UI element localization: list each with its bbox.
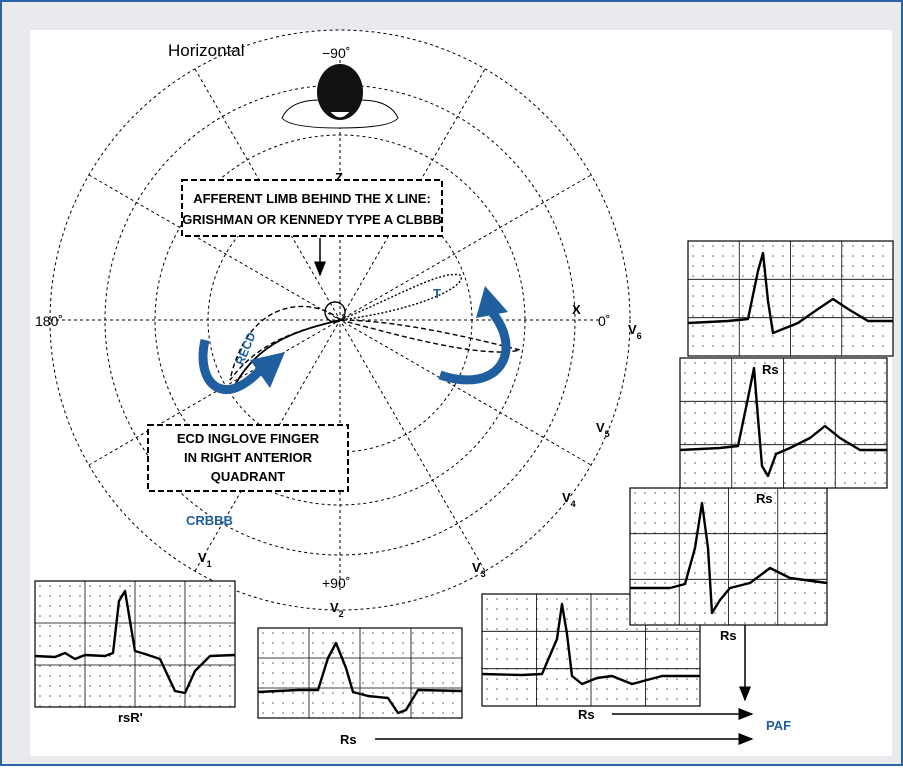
ecg-label: Rs [762,362,779,377]
loop-label: CRBBB [186,513,233,528]
angle-label: +90˚ [322,575,350,591]
arrow-label: Rs [340,732,357,747]
callout-text: AFFERENT LIMB BEHIND THE X LINE: [193,191,431,206]
angle-label: 180˚ [35,313,63,329]
callout-text: GRISHMAN OR KENNEDY TYPE A CLBBB [182,212,442,227]
ecg-panel [630,488,827,625]
arrow-label: PAF [766,718,791,733]
callout-text: QUADRANT [211,469,285,484]
diagram: Horizontal −90˚ 180˚ 0˚ +90˚ Z X T RECD … [0,0,903,766]
ecg-panel [35,581,235,707]
callout-text: ECD INGLOVE FINGER [177,431,320,446]
ecg-panel [680,358,887,488]
callout-box [182,180,442,236]
arrow-label: Rs [578,707,595,722]
callout-text: IN RIGHT ANTERIOR [184,450,313,465]
ecg-panel [688,241,893,356]
ecg-label: Rs [756,491,773,506]
ecg-panel [258,628,462,718]
axis-label: X [572,302,581,317]
ecg-label: Rs [720,628,737,643]
angle-label: −90˚ [322,45,350,61]
title: Horizontal [168,41,245,60]
loop-label: T [433,286,441,301]
angle-label: 0˚ [598,313,610,329]
ecg-label: rsR' [118,710,143,725]
